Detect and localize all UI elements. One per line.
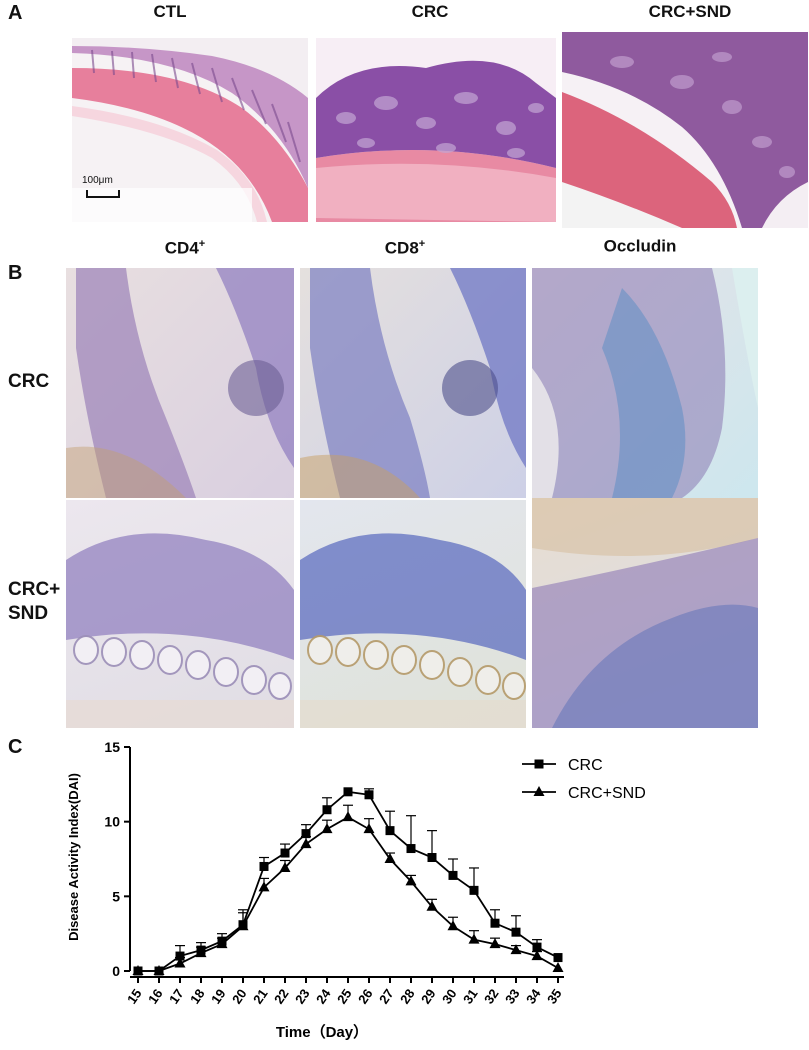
data-point-crc (448, 870, 458, 880)
data-point-crc-snd (342, 811, 354, 822)
data-point-crc-snd (258, 881, 270, 892)
ihc-image-crc-snd-cd8 (300, 500, 526, 728)
data-point-crc (385, 826, 395, 836)
x-tick-label: 23 (292, 986, 313, 1006)
x-tick-label: 33 (502, 986, 523, 1006)
data-point-crc (364, 790, 374, 800)
panel-a-title-crc: CRC (411, 2, 449, 21)
y-axis-label: Disease Activity Index(DAI) (66, 773, 81, 941)
x-tick-label: 27 (376, 986, 397, 1006)
data-point-crc-snd (153, 965, 165, 975)
scale-bar-label: 100μm (82, 175, 113, 186)
histology-image-ctl: 100μm (72, 38, 308, 222)
data-point-crc-snd (195, 947, 207, 958)
data-point-crc-snd (468, 933, 480, 944)
x-axis-label: Time（Day） (276, 1023, 368, 1041)
x-tick-label: 26 (355, 986, 376, 1006)
legend-marker (533, 786, 545, 796)
ihc-image-crc-cd8 (300, 268, 526, 498)
x-tick-label: 16 (145, 986, 166, 1006)
panel-a-title-ctl: CTL (153, 2, 187, 21)
x-tick-label: 17 (166, 986, 187, 1006)
panel-b-title-occludin: Occludin (603, 236, 677, 256)
data-point-crc-snd (489, 938, 501, 949)
chart-svg: Disease Activity Index(DAI) Time（Day） 0 5… (66, 739, 646, 1041)
data-point-crc-snd (531, 950, 543, 961)
panel-b-row-label-crc-snd: CRC+ SND (8, 579, 61, 624)
data-point-crc-snd (237, 920, 249, 931)
panel-b-label: B (8, 262, 23, 284)
data-point-crc-snd (132, 965, 144, 975)
x-tick-label: 20 (229, 986, 250, 1006)
data-point-crc-snd (552, 962, 564, 973)
x-tick-label: 31 (460, 986, 481, 1006)
panel-a-title-crc-snd: CRC+SND (648, 2, 732, 21)
data-point-crc-snd (384, 853, 396, 863)
data-point-crc (343, 787, 353, 797)
scale-bar (86, 190, 120, 198)
legend-label: CRC+SND (568, 785, 646, 802)
x-tick-label: 22 (271, 986, 292, 1006)
data-point-crc-snd (279, 861, 291, 872)
x-tick-label: 24 (313, 986, 334, 1007)
data-point-crc-snd (174, 957, 186, 968)
data-point-crc (532, 942, 542, 952)
x-tick-label: 35 (544, 986, 565, 1006)
data-point-crc (553, 953, 563, 963)
legend-label: CRC (568, 757, 603, 774)
ihc-image-crc-occludin (532, 268, 758, 498)
data-point-crc (469, 885, 479, 895)
x-tick-label: 19 (208, 986, 229, 1006)
x-tick-label: 30 (439, 986, 460, 1006)
data-point-crc (406, 844, 416, 854)
x-tick-label: 32 (481, 986, 502, 1006)
data-point-crc (301, 829, 311, 839)
data-point-crc-snd (426, 900, 438, 911)
x-tick-label: 18 (187, 986, 208, 1006)
panel-b-title-cd4: CD4+ (164, 238, 206, 258)
data-point-crc (259, 861, 269, 871)
data-point-crc-snd (363, 823, 375, 834)
histology-image-crc (316, 38, 556, 222)
ihc-image-crc-snd-cd4 (66, 500, 294, 728)
data-point-crc (175, 951, 185, 961)
data-point-crc (322, 805, 332, 815)
data-point-crc (427, 853, 437, 863)
data-point-crc-snd (447, 920, 459, 931)
data-point-crc-snd (405, 875, 417, 886)
data-point-crc-snd (216, 938, 228, 949)
data-point-crc (511, 927, 521, 937)
x-tick-label: 25 (334, 986, 355, 1006)
data-point-crc (280, 848, 290, 858)
histology-image-crc-snd (562, 32, 808, 228)
panel-b-title-cd8: CD8+ (384, 238, 426, 258)
dai-line-chart: Disease Activity Index(DAI) Time（Day） 0 5… (60, 735, 800, 1045)
legend-marker (534, 759, 544, 769)
data-point-crc-snd (510, 944, 522, 955)
data-point-crc-snd (321, 823, 333, 834)
ihc-image-crc-snd-occludin (532, 498, 758, 728)
x-tick-label: 34 (523, 986, 544, 1007)
x-tick-label: 29 (418, 986, 439, 1006)
data-point-crc (490, 918, 500, 928)
panel-c-label: C (8, 736, 23, 758)
y-tick-label: 0 (112, 963, 120, 979)
data-point-crc-snd (300, 838, 312, 849)
x-tick-label: 28 (397, 986, 418, 1006)
y-tick-label: 15 (104, 739, 120, 755)
y-tick-label: 5 (112, 888, 120, 904)
panel-a-label: A (8, 2, 23, 24)
y-tick-label: 10 (104, 814, 120, 830)
ihc-image-crc-cd4 (66, 268, 294, 498)
x-tick-label: 15 (124, 986, 145, 1006)
x-tick-label: 21 (250, 986, 271, 1006)
panel-b-row-label-crc: CRC (8, 371, 50, 392)
